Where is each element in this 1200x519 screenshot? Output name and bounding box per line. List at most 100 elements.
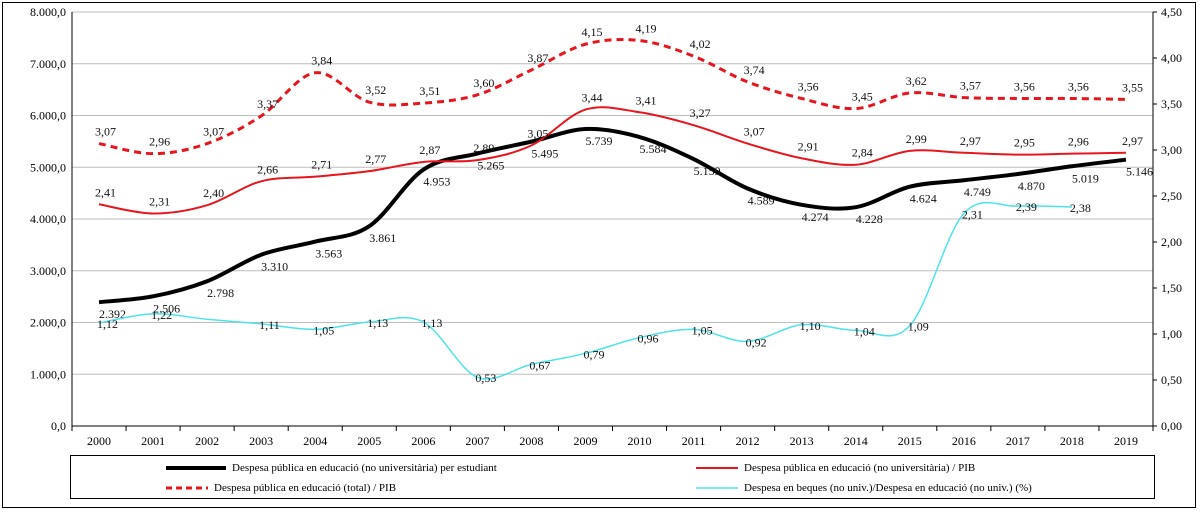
legend-swatch-black <box>166 466 226 470</box>
data-label-red-solid: 2,84 <box>852 146 873 160</box>
data-label-red-dashed: 3,74 <box>744 63 765 77</box>
y-left-tick-label: 6.000,0 <box>30 109 66 123</box>
x-tick-label: 2014 <box>844 434 868 448</box>
data-label-cyan: 1,04 <box>854 324 875 338</box>
x-tick-label: 2012 <box>736 434 760 448</box>
y-left-tick-label: 0,0 <box>51 419 66 433</box>
data-label-black: 5.019 <box>1072 171 1099 185</box>
legend-item-red-solid: Despesa pública en educació (no universi… <box>696 459 975 477</box>
data-label-red-dashed: 3,07 <box>203 125 224 139</box>
data-label-red-solid: 3,27 <box>690 106 711 120</box>
data-label-red-dashed: 3,56 <box>798 79 819 93</box>
data-label-cyan: 1,11 <box>259 318 280 332</box>
data-label-cyan: 1,10 <box>800 319 821 333</box>
x-tick-label: 2004 <box>303 434 327 448</box>
data-label-red-dashed: 3,87 <box>527 51 548 65</box>
data-label-red-dashed: 3,52 <box>365 83 386 97</box>
series-red-dashed-line <box>98 38 1126 156</box>
x-tick-label: 2005 <box>357 434 381 448</box>
x-tick-label: 2002 <box>195 434 219 448</box>
data-label-red-dashed: 2,96 <box>149 135 170 149</box>
y-left-tick-label: 7.000,0 <box>30 57 66 71</box>
y-right-tick-label: 0,50 <box>1161 373 1182 387</box>
data-label-black: 4.749 <box>964 185 991 199</box>
data-label-black: 4.589 <box>748 194 775 208</box>
y-left-tick-label: 4.000,0 <box>30 212 66 226</box>
legend-label-black: Despesa pública en educació (no universi… <box>232 462 497 474</box>
data-label-black: 2.392 <box>99 307 126 321</box>
data-label-red-dashed: 3,56 <box>1068 79 1089 93</box>
legend-swatch-cyan <box>696 487 738 489</box>
series-cyan-line <box>98 201 1072 380</box>
data-label-red-solid: 2,89 <box>473 141 494 155</box>
series-red-solid-line <box>98 106 1126 215</box>
data-label-red-solid: 3,41 <box>636 93 657 107</box>
x-tick-label: 2018 <box>1060 434 1084 448</box>
x-tick-label: 2010 <box>628 434 652 448</box>
data-label-cyan: 2,38 <box>1070 201 1091 215</box>
x-tick-label: 2011 <box>682 434 706 448</box>
chart-frame <box>2 2 1196 508</box>
data-label-cyan: 1,13 <box>421 316 442 330</box>
data-label-red-dashed: 3,60 <box>473 76 494 90</box>
data-label-black: 3.563 <box>315 247 342 261</box>
y-right-tick-label: 1,00 <box>1161 327 1182 341</box>
data-label-cyan: 1,13 <box>367 316 388 330</box>
data-label-cyan: 1,09 <box>908 320 929 334</box>
legend-item-cyan: Despesa en beques (no univ.)/Despesa en … <box>696 479 1032 497</box>
data-label-red-solid: 2,96 <box>1068 135 1089 149</box>
legend-label-red-solid: Despesa pública en educació (no universi… <box>744 462 976 474</box>
data-label-black: 5.495 <box>531 147 558 161</box>
data-label-red-solid: 2,40 <box>203 186 224 200</box>
data-label-black: 2.798 <box>207 286 234 300</box>
x-tick-label: 2009 <box>573 434 597 448</box>
data-label-black: 4.870 <box>1018 179 1045 193</box>
data-label-cyan: 1,05 <box>313 323 334 337</box>
y-right-tick-label: 3,50 <box>1161 97 1182 111</box>
data-label-black: 4.228 <box>856 212 883 226</box>
data-label-red-solid: 2,87 <box>419 143 440 157</box>
data-label-black: 3.310 <box>261 260 288 274</box>
data-label-red-solid: 2,97 <box>960 134 981 148</box>
data-label-red-dashed: 4,15 <box>581 25 602 39</box>
data-label-red-solid: 2,66 <box>257 162 278 176</box>
data-label-red-solid: 2,71 <box>311 158 332 172</box>
data-label-red-dashed: 3,84 <box>311 54 332 68</box>
data-label-red-solid: 2,41 <box>95 185 116 199</box>
data-label-red-dashed: 3,07 <box>95 125 116 139</box>
x-tick-label: 2007 <box>465 434 489 448</box>
data-label-cyan: 1,22 <box>151 308 172 322</box>
legend-item-red-dashed: Despesa pública en educació (total) / PI… <box>166 479 396 497</box>
x-tick-label: 2006 <box>411 434 435 448</box>
x-tick-label: 2013 <box>790 434 814 448</box>
data-label-cyan: 0,92 <box>746 335 767 349</box>
data-label-red-solid: 3,07 <box>744 125 765 139</box>
data-label-black: 5.146 <box>1126 165 1153 179</box>
x-tick-label: 2003 <box>249 434 273 448</box>
legend-item-black: Despesa pública en educació (no universi… <box>166 459 497 477</box>
data-label-cyan: 0,79 <box>583 347 604 361</box>
data-label-red-dashed: 4,19 <box>636 22 657 36</box>
legend-label-red-dashed: Despesa pública en educació (total) / PI… <box>214 482 397 494</box>
legend-label-cyan: Despesa en beques (no univ.)/Despesa en … <box>744 482 1032 494</box>
y-left-tick-label: 5.000,0 <box>30 160 66 174</box>
x-tick-label: 2019 <box>1114 434 1138 448</box>
data-label-red-dashed: 3,55 <box>1122 80 1143 94</box>
x-tick-label: 2008 <box>519 434 543 448</box>
x-tick-label: 2017 <box>1006 434 1030 448</box>
y-left-tick-label: 8.000,0 <box>30 5 66 19</box>
data-label-red-solid: 2,99 <box>906 132 927 146</box>
data-label-cyan: 0,96 <box>638 332 659 346</box>
y-right-tick-label: 3,00 <box>1161 143 1182 157</box>
x-tick-label: 2015 <box>898 434 922 448</box>
data-label-red-dashed: 3,45 <box>852 90 873 104</box>
series-black-line <box>98 126 1127 305</box>
x-tick-label: 2001 <box>141 434 165 448</box>
data-label-red-dashed: 3,51 <box>419 84 440 98</box>
data-label-red-dashed: 3,56 <box>1014 79 1035 93</box>
legend-swatch-red-dashed <box>166 486 208 490</box>
y-right-tick-label: 4,00 <box>1161 51 1182 65</box>
data-label-red-solid: 2,95 <box>1014 136 1035 150</box>
data-label-red-dashed: 3,62 <box>906 74 927 88</box>
data-label-red-dashed: 3,37 <box>257 97 278 111</box>
